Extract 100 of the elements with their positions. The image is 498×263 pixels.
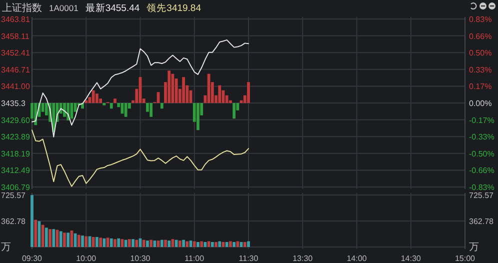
bar	[150, 103, 153, 117]
bar	[218, 85, 222, 103]
bar	[225, 242, 228, 247]
bar	[84, 236, 88, 247]
bar	[232, 103, 236, 119]
bar	[150, 240, 153, 247]
bar	[92, 236, 95, 247]
x-tick-label: 10:00	[76, 254, 97, 263]
bar	[34, 220, 38, 247]
text: 领先3419.84	[146, 2, 201, 14]
bar	[182, 77, 185, 103]
bar	[174, 240, 178, 247]
line-series	[32, 39, 249, 138]
y2-tick-label: 0.83%	[469, 15, 492, 24]
x-tick-label: 09:30	[22, 254, 43, 263]
bar	[200, 241, 204, 247]
bar	[124, 103, 128, 117]
bar	[178, 240, 182, 247]
bar	[114, 98, 116, 103]
bar	[247, 241, 250, 247]
bar	[207, 241, 210, 247]
bar	[81, 236, 84, 247]
y2-tick-label: 0.50%	[469, 48, 492, 58]
bar	[160, 240, 164, 247]
bar	[243, 242, 246, 247]
bar	[124, 240, 128, 247]
line-series	[32, 130, 249, 187]
x-tick-label: 15:00	[454, 254, 476, 263]
y2-tick-label: -0.83%	[469, 183, 494, 192]
bar	[34, 103, 38, 126]
y2-tick-label: -0.17%	[469, 116, 494, 126]
y-tick-label: 万	[1, 242, 11, 253]
bar	[132, 239, 134, 247]
bar	[218, 241, 222, 247]
y2-tick-label: 725.57	[469, 191, 494, 200]
y2-tick-label: -0.50%	[469, 150, 494, 159]
bar	[232, 242, 236, 247]
bar	[70, 103, 74, 119]
y2-tick-label: 0.66%	[469, 32, 492, 42]
bar	[63, 232, 66, 247]
bar	[168, 240, 171, 247]
y-tick-label: 3423.89	[1, 132, 30, 142]
bar	[128, 239, 131, 247]
y2-tick-label: 0.33%	[469, 66, 492, 75]
y2-tick-label: 362.78	[469, 217, 494, 226]
bar	[96, 94, 98, 103]
bar	[77, 234, 80, 247]
bar	[66, 232, 70, 247]
bar	[247, 82, 250, 103]
bar	[41, 224, 44, 247]
y2-tick-label: -0.33%	[469, 132, 494, 142]
bar	[102, 238, 106, 247]
bar	[153, 240, 156, 247]
y2-tick-label: 万	[469, 242, 479, 253]
chart-title: 上证指数	[2, 2, 42, 14]
bar	[236, 241, 240, 247]
bar	[196, 103, 200, 130]
bar	[214, 242, 218, 247]
bar	[229, 241, 232, 247]
y-tick-label: 3406.79	[1, 183, 30, 192]
bar	[146, 240, 149, 247]
x-tick-label: 14:30	[400, 254, 422, 263]
x-tick-label: 14:00	[346, 254, 368, 263]
bar	[48, 229, 52, 247]
chart-subtitle: 1A0001	[49, 3, 79, 13]
bar	[92, 90, 95, 103]
bar	[182, 240, 185, 247]
y-tick-label: 3463.81	[1, 15, 30, 24]
y-tick-label: 725.57	[1, 191, 26, 200]
bar	[117, 238, 120, 247]
bar	[96, 236, 98, 247]
y-tick-label: 3429.60	[1, 116, 30, 125]
text: 最新3455.44	[85, 2, 140, 14]
y-tick-label: 3418.19	[1, 149, 30, 158]
y2-tick-label: 0.00%	[469, 99, 492, 108]
y-tick-label: 3435.3	[1, 99, 26, 108]
bar	[114, 239, 116, 247]
y2-tick-label: -0.66%	[469, 166, 494, 175]
y2-tick-label: 0.17%	[469, 82, 492, 91]
bar	[52, 229, 56, 247]
bar	[207, 74, 210, 103]
bar	[135, 240, 138, 247]
x-tick-label: 11:30	[238, 254, 259, 263]
bar	[168, 70, 171, 103]
bar	[192, 241, 196, 247]
bar	[210, 242, 214, 247]
bar	[59, 231, 62, 247]
bar	[164, 240, 167, 247]
bar	[186, 241, 189, 247]
bar	[142, 240, 146, 247]
bar	[99, 238, 102, 247]
y-tick-label: 3441.00	[1, 82, 30, 92]
x-tick-label: 10:30	[130, 254, 151, 263]
x-tick-label: 11:00	[184, 254, 205, 263]
x-tick-label: 13:30	[292, 254, 314, 263]
y-tick-label: 3446.71	[1, 65, 30, 74]
y-tick-label: 3452.41	[1, 48, 30, 58]
bar	[44, 228, 48, 247]
bar	[70, 230, 74, 247]
bar	[160, 103, 164, 109]
